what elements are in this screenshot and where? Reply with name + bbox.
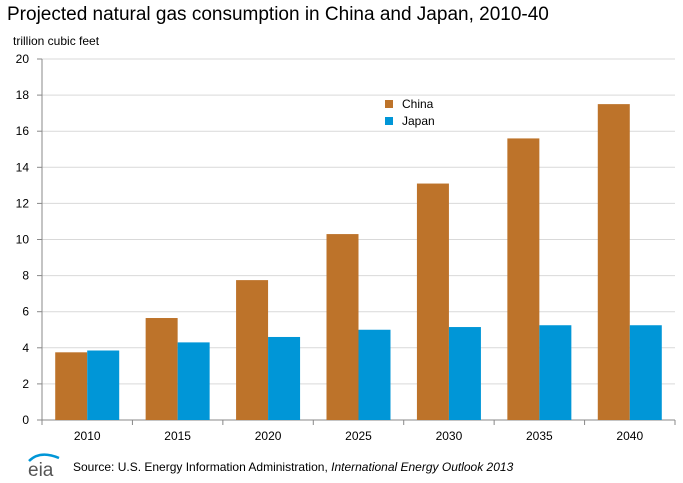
bar-china-2025 — [326, 234, 359, 420]
y-tick-label: 20 — [16, 52, 30, 66]
source-prefix: Source: U.S. Energy Information Administ… — [73, 460, 332, 474]
eia-logo-icon: eia — [26, 452, 64, 483]
y-tick-label: 6 — [22, 305, 29, 319]
x-tick-label: 2015 — [164, 429, 191, 443]
x-tick-label: 2035 — [526, 429, 553, 443]
y-tick-label: 16 — [16, 124, 30, 138]
x-tick-label: 2030 — [436, 429, 463, 443]
bar-japan-2030 — [448, 327, 481, 420]
bar-japan-2035 — [539, 325, 572, 420]
bar-japan-2040 — [629, 325, 662, 420]
x-tick-label: 2040 — [616, 429, 643, 443]
source-note: Source: U.S. Energy Information Administ… — [73, 460, 513, 474]
y-tick-label: 14 — [16, 160, 30, 174]
chart-title: Projected natural gas consumption in Chi… — [7, 4, 549, 25]
y-axis-units-label: trillion cubic feet — [13, 34, 100, 48]
y-tick-label: 4 — [22, 341, 29, 355]
bar-china-2035 — [507, 138, 540, 421]
bar-china-2020 — [236, 280, 269, 420]
y-tick-label: 10 — [16, 233, 30, 247]
y-tick-label: 12 — [16, 196, 30, 210]
x-tick-label: 2010 — [74, 429, 101, 443]
legend-label-china: China — [402, 97, 434, 111]
bar-china-2010 — [55, 352, 88, 420]
legend-swatch-china — [385, 100, 393, 108]
eia-logo-text: eia — [28, 460, 54, 478]
x-tick-label: 2025 — [345, 429, 372, 443]
legend-swatch-japan — [385, 117, 393, 125]
bar-china-2040 — [597, 104, 630, 420]
legend-label-japan: Japan — [402, 114, 435, 128]
bar-japan-2015 — [177, 342, 210, 420]
y-tick-label: 2 — [22, 377, 29, 391]
y-tick-label: 0 — [22, 413, 29, 427]
bar-china-2030 — [416, 183, 449, 420]
bar-japan-2010 — [87, 350, 120, 420]
bar-japan-2020 — [268, 336, 301, 420]
x-tick-label: 2020 — [255, 429, 282, 443]
source-title: International Energy Outlook 2013 — [331, 460, 514, 474]
bar-japan-2025 — [358, 329, 391, 420]
y-tick-label: 18 — [16, 88, 30, 102]
y-tick-label: 8 — [22, 269, 29, 283]
bar-china-2015 — [145, 318, 178, 420]
